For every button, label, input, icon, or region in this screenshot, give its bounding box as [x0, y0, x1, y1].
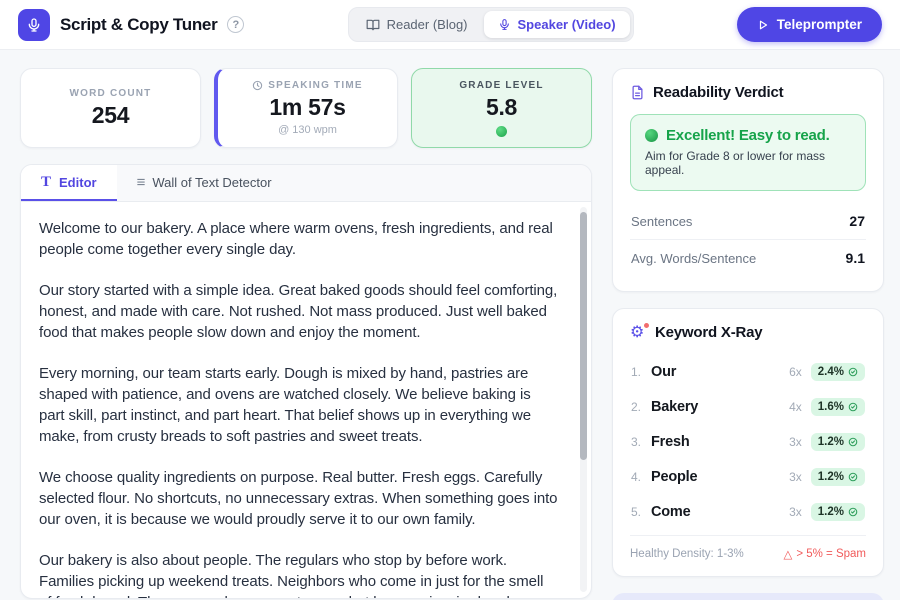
- sentences-label: Sentences: [631, 213, 693, 229]
- word-count-label: WORD COUNT: [69, 87, 152, 99]
- script-text-editor[interactable]: Welcome to our bakery. A place where war…: [21, 202, 591, 598]
- text-type-icon: T: [41, 173, 52, 190]
- keyword-row: 1. Our 6x 2.4%: [630, 354, 866, 389]
- warning-triangle-icon: △: [783, 549, 793, 561]
- readability-verdict-title: Readability Verdict: [653, 84, 784, 101]
- density-badge: 1.2%: [810, 467, 865, 486]
- editor-paragraph: Our story started with a simple idea. Gr…: [39, 282, 558, 341]
- grade-level-value: 5.8: [485, 93, 518, 120]
- play-icon: [757, 19, 769, 31]
- keyword-count: 6x: [789, 364, 802, 379]
- tab-wall-detector-label: Wall of Text Detector: [152, 174, 272, 190]
- editor-paragraph: Every morning, our team starts early. Do…: [39, 365, 531, 445]
- check-circle-icon: [848, 437, 858, 447]
- verdict-status-title: Excellent! Easy to read.: [645, 127, 851, 144]
- app-logo-microphone-icon: [18, 8, 50, 41]
- avg-words-metric-row: Avg. Words/Sentence 9.1: [630, 239, 866, 276]
- speaking-time-value: 1m 57s: [269, 94, 346, 120]
- speaking-time-label: SPEAKING TIME: [252, 80, 363, 91]
- reader-mode-button[interactable]: Reader (Blog): [352, 11, 482, 38]
- check-circle-icon: [848, 472, 858, 482]
- keyword-density-footer: Healthy Density: 1-3% △ > 5% = Spam: [630, 535, 866, 561]
- tab-editor-label: Editor: [59, 174, 97, 190]
- header-brand: Script & Copy Tuner ?: [18, 8, 245, 41]
- speaking-time-rate: @ 130 wpm: [278, 124, 337, 136]
- notification-dot: [643, 322, 650, 329]
- sidebar: Readability Verdict Excellent! Easy to r…: [612, 68, 884, 600]
- sentences-metric-row: Sentences 27: [630, 203, 866, 239]
- density-badge: 2.4%: [810, 362, 865, 381]
- tab-editor[interactable]: T Editor: [21, 165, 117, 201]
- healthy-density-note: Healthy Density: 1-3%: [630, 548, 744, 560]
- microphone-icon: [498, 18, 511, 31]
- avg-words-value: 9.1: [845, 250, 865, 266]
- page-title: Script & Copy Tuner: [60, 14, 218, 34]
- lines-icon: ≡: [136, 173, 146, 191]
- grade-level-label: GRADE LEVEL: [459, 79, 544, 91]
- speaking-time-card: SPEAKING TIME 1m 57s @ 130 wpm: [214, 68, 398, 148]
- teleprompter-label: Teleprompter: [776, 17, 862, 32]
- app-header: Script & Copy Tuner ? Reader (Blog): [0, 0, 900, 50]
- tab-wall-of-text-detector[interactable]: ≡ Wall of Text Detector: [117, 165, 292, 201]
- speaker-mode-label: Speaker (Video): [517, 17, 616, 32]
- verdict-status-box: Excellent! Easy to read. Aim for Grade 8…: [630, 114, 866, 191]
- mode-toggle: Reader (Blog) Speaker (Video): [347, 7, 634, 42]
- speaker-mode-button[interactable]: Speaker (Video): [483, 11, 630, 38]
- check-circle-icon: [848, 507, 858, 517]
- keyword-count: 3x: [789, 504, 802, 519]
- keyword-count: 4x: [789, 399, 802, 414]
- keyword-word: Bakery: [651, 398, 699, 415]
- editor-paragraph: Welcome to our bakery. A place where war…: [39, 220, 553, 258]
- density-badge: 1.2%: [810, 432, 865, 451]
- keyword-xray-card: ⚙ Keyword X-Ray 1. Our 6x 2.4% 2. B: [612, 308, 884, 577]
- keyword-count: 3x: [789, 469, 802, 484]
- teleprompter-button[interactable]: Teleprompter: [736, 7, 882, 42]
- editor-paragraph: Our bakery is also about people. The reg…: [39, 552, 544, 598]
- clock-icon: [252, 80, 263, 91]
- grade-level-card: GRADE LEVEL 5.8: [411, 68, 592, 148]
- main-content: WORD COUNT 254 SPEAKING TIME 1m 57s @ 13…: [0, 50, 900, 600]
- keyword-row: 3. Fresh 3x 1.2%: [630, 424, 866, 459]
- help-icon[interactable]: ?: [227, 16, 245, 33]
- keyword-word: People: [651, 468, 698, 485]
- sentences-value: 27: [849, 213, 865, 229]
- keyword-row: 4. People 3x 1.2%: [630, 459, 866, 494]
- keyword-row: 5. Come 3x 1.2%: [630, 494, 866, 529]
- density-badge: 1.2%: [810, 502, 865, 521]
- verdict-status-subtitle: Aim for Grade 8 or lower for mass appeal…: [645, 149, 826, 177]
- stats-row: WORD COUNT 254 SPEAKING TIME 1m 57s @ 13…: [20, 68, 592, 148]
- density-badge: 1.6%: [810, 397, 865, 416]
- keyword-row: 2. Bakery 4x 1.6%: [630, 389, 866, 424]
- reader-mode-label: Reader (Blog): [386, 17, 468, 32]
- pro-tip-card: PRO TIP Recording a Reel? Switch to Spea…: [612, 593, 884, 600]
- document-icon: [630, 85, 645, 100]
- avg-words-label: Avg. Words/Sentence: [631, 250, 757, 266]
- editor-paragraph: We choose quality ingredients on purpose…: [39, 469, 558, 528]
- grade-status-dot: [496, 125, 507, 137]
- editor-card: T Editor ≡ Wall of Text Detector Welcome…: [20, 164, 592, 599]
- keyword-word: Our: [651, 363, 677, 380]
- left-column: WORD COUNT 254 SPEAKING TIME 1m 57s @ 13…: [20, 68, 592, 600]
- editor-scrollbar-thumb[interactable]: [580, 212, 587, 460]
- check-circle-icon: [848, 367, 858, 377]
- keyword-count: 3x: [789, 434, 802, 449]
- book-icon: [366, 18, 380, 32]
- editor-tab-bar: T Editor ≡ Wall of Text Detector: [21, 165, 591, 202]
- word-count-card: WORD COUNT 254: [20, 68, 201, 148]
- keyword-word: Come: [651, 503, 691, 520]
- check-circle-icon: [848, 402, 858, 412]
- spam-warning: △ > 5% = Spam: [783, 548, 866, 561]
- keyword-xray-title: Keyword X-Ray: [655, 324, 763, 341]
- green-status-dot: [645, 129, 658, 142]
- word-count-value: 254: [91, 101, 130, 128]
- gear-icon: ⚙: [630, 322, 650, 341]
- keyword-word: Fresh: [651, 433, 690, 450]
- readability-verdict-header: Readability Verdict: [630, 84, 866, 101]
- keyword-xray-header: ⚙ Keyword X-Ray: [630, 322, 866, 341]
- readability-verdict-card: Readability Verdict Excellent! Easy to r…: [612, 68, 884, 292]
